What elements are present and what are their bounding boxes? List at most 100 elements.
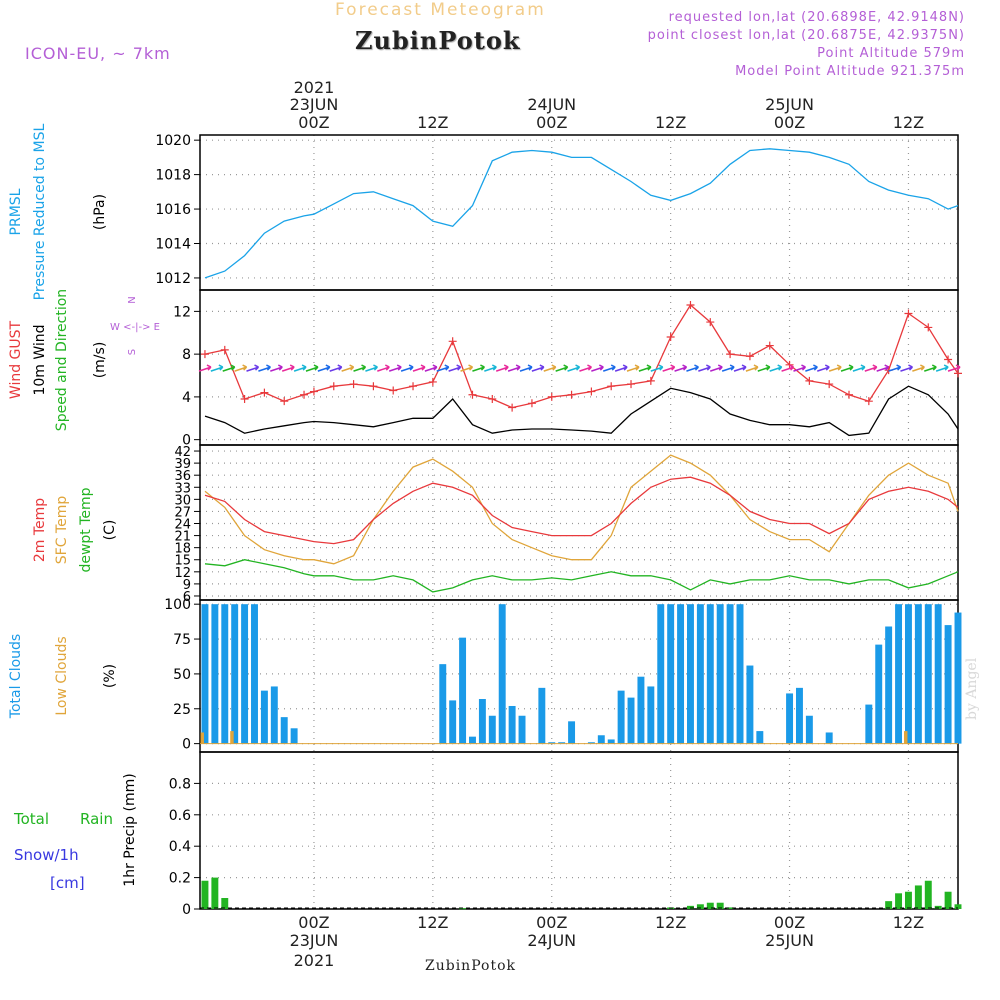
compass-legend: N S W <-|-> E [110,296,160,355]
wind-direction-arrow [650,364,664,372]
total-cloud-bar [786,693,794,744]
wind-direction-arrow [828,364,842,372]
rain-bar [924,880,932,909]
compass-north: N [127,296,138,303]
ytick-label-temp: 30 [174,493,191,508]
total-cloud-bar [587,742,595,744]
wind-direction-arrow [567,364,581,372]
meteogram-subtitle: Forecast Meteogram [335,0,546,20]
compass-east-west: W <-|-> E [110,322,160,333]
top-date-label: 24JUN [527,95,576,114]
gust-marker [488,395,497,404]
total-cloud-bar [617,690,625,744]
panel-pressure: 1012 1014 1016 1018 1020 [155,133,959,291]
total-cloud-bar [736,604,744,744]
gust-marker [329,382,338,391]
gust-marker [300,390,309,399]
ytick-label-clouds: 0 [182,737,191,753]
wind-direction-arrow [912,364,925,372]
low-clouds-ylabel: Low Clouds [54,636,70,715]
ytick-label-temp: 9 [183,578,191,593]
rain-bar [459,908,467,910]
gust-marker [587,387,596,396]
gust-marker [349,380,358,389]
wind-direction-arrow [495,364,509,372]
wind-direction-arrow [507,364,521,372]
gust-marker [309,387,318,396]
wind-direction-arrow [365,364,378,372]
wind-direction-arrow [234,364,248,372]
total-cloud-bar [488,715,496,744]
ytick-label-temp: 21 [174,530,191,545]
panel-frame [199,599,959,753]
gust-marker [468,390,477,399]
temp-2m-line [204,476,959,545]
wind-direction-arrow [805,364,818,372]
bottom-date-label: 23JUN [290,931,339,950]
panel-precip: 0 0.2 0.4 0.6 0.8 [169,751,959,918]
gust-marker [369,382,378,391]
wind-direction-arrow [745,364,759,372]
wind-direction-arrow [293,364,307,372]
wind-direction-arrow [900,364,914,372]
total-cloud-bar [568,721,576,744]
ytick-label-clouds: 100 [164,597,191,613]
total-cloud-bar [231,604,239,744]
sfc-temp-ylabel: SFC Temp [54,496,70,565]
point-altitude: Point Altitude 579m [817,46,965,61]
wind-direction-arrow [258,364,271,372]
bottom-hour-label: 12Z [655,913,686,932]
wind-direction-arrow [662,364,676,372]
wind-direction-arrow [721,364,735,372]
top-hour-label: 12Z [655,113,686,132]
gust-marker [904,309,913,318]
total-cloud-bar [459,637,467,744]
wind-direction-arrow [769,364,783,372]
sfc-temp-line [204,454,959,565]
precip-snow-label: Snow/1h [14,846,79,864]
wind-unit: (m/s) [92,342,108,379]
wind-direction-arrow [888,364,902,372]
rain-bar [934,905,942,909]
wind-direction-arrow [281,364,295,372]
wind-speed-line [204,385,959,437]
wind-direction-arrow [460,364,474,372]
total-cloud-bar [696,604,704,744]
ytick-label-wind: 8 [182,347,191,363]
clouds-unit: (%) [102,664,118,688]
wind-direction-arrow [709,364,723,372]
total-cloud-bar [548,742,556,744]
wind-direction-arrow [436,364,450,372]
pressure-ylabel-2: Pressure Reduced to MSL [32,123,48,300]
bottom-year-label: 2021 [294,951,335,970]
ytick-label-pressure: 1020 [155,133,191,149]
dewpoint-ylabel: dewpt Temp [78,487,94,572]
gust-marker [765,341,774,350]
total-cloud-bar [865,704,873,744]
ytick-label-temp: 42 [174,445,191,460]
wind-direction-arrow [757,364,771,372]
gust-marker [686,300,695,309]
total-cloud-bar [805,715,813,744]
total-cloud-bar [270,686,278,744]
total-cloud-bar [875,644,883,744]
gust-marker [240,395,249,404]
total-cloud-bar [934,604,942,744]
ytick-label-wind: 0 [182,433,191,449]
ytick-label-temp: 33 [174,481,191,496]
ytick-label-clouds: 25 [173,702,191,718]
gust-marker [260,388,269,397]
ytick-label-precip: 0.2 [169,871,191,887]
ytick-label-pressure: 1012 [155,271,191,287]
bottom-date-label: 24JUN [527,931,576,950]
rain-bar [696,904,704,909]
rain-bar [726,907,734,909]
total-cloud-bar [221,604,229,744]
bottom-date-label: 25JUN [765,931,814,950]
bottom-hour-label: 00Z [536,913,567,932]
gust-marker [200,350,209,359]
top-hour-label: 12Z [417,113,448,132]
total-cloud-bar [538,687,546,744]
wind-direction-arrow [543,364,557,372]
